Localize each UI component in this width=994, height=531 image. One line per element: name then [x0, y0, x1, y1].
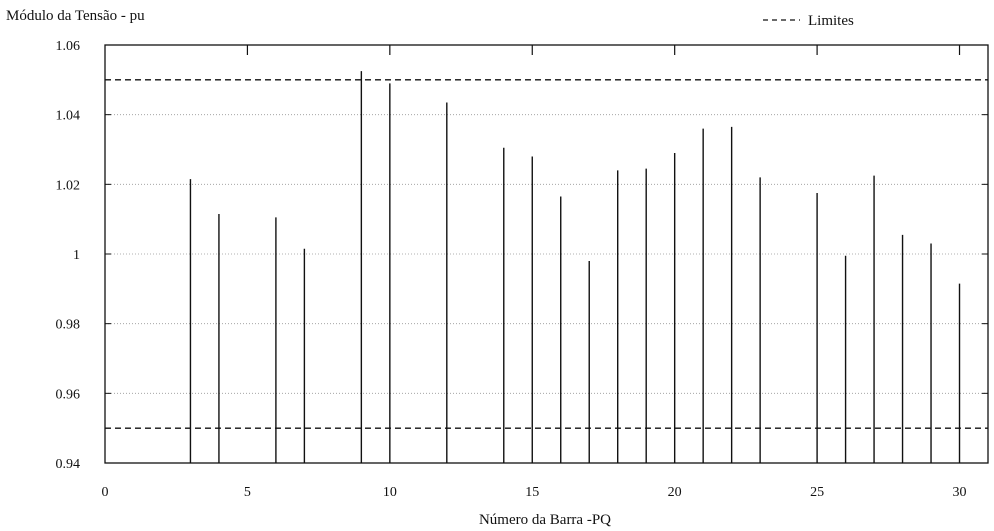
x-tick-label: 5: [244, 485, 251, 500]
limit-lines: [105, 79, 988, 429]
x-tick-label: 10: [383, 485, 397, 500]
x-tick-label: 25: [810, 485, 824, 500]
y-axis-title: Módulo da Tensão - pu: [6, 8, 145, 24]
y-tick-label: 0.96: [56, 387, 81, 402]
y-tick-label: 0.98: [56, 318, 81, 333]
y-tick-labels: 0.94 0.96 0.98 1 1.02 1.04 1.06: [56, 39, 81, 472]
y-tick-label: 1.02: [56, 178, 81, 193]
grid: [105, 114, 988, 394]
x-tick-label: 20: [668, 485, 682, 500]
legend: Limites: [763, 13, 854, 29]
bars: [189, 71, 961, 463]
axis-ticks: [105, 44, 988, 464]
y-tick-label: 1.06: [56, 39, 81, 54]
y-tick-label: 1: [73, 248, 80, 263]
legend-label: Limites: [808, 13, 854, 29]
x-tick-label: 30: [953, 485, 967, 500]
y-tick-label: 0.94: [56, 457, 81, 472]
y-tick-label: 1.04: [56, 109, 81, 124]
x-tick-label: 15: [525, 485, 539, 500]
x-axis-title: Número da Barra -PQ: [479, 512, 611, 528]
x-tick-label: 0: [102, 485, 109, 500]
x-tick-labels: 0 5 10 15 20 25 30: [102, 485, 967, 500]
